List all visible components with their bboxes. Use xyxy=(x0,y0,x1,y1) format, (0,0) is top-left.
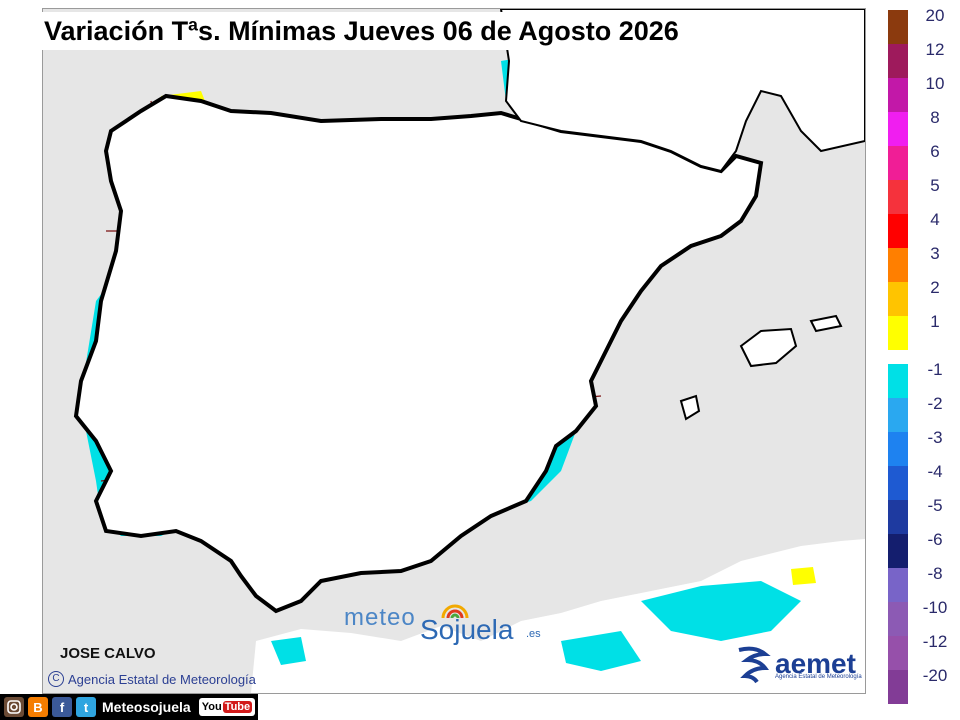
legend-warm-swatch xyxy=(888,248,908,282)
menorca xyxy=(809,314,843,333)
legend-warm-label: 6 xyxy=(930,142,940,161)
aemet-logo: aemet Agencia Estatal de Meteorología xyxy=(735,640,875,688)
blogger-letter: B xyxy=(33,699,43,715)
legend-cold-swatch xyxy=(888,534,908,568)
legend-warm-swatch xyxy=(888,214,908,248)
legend-warm-label: 3 xyxy=(930,244,940,263)
youtube-tube: Tube xyxy=(222,701,253,713)
legend-cold-label: -6 xyxy=(927,530,943,549)
legend-cold-swatch xyxy=(888,398,908,432)
legend-labels: 20 12 10 8 6 5 4 3 2 1 -1 -2 -3 -4 -5 -6 -8 -10 -12 -20 xyxy=(912,0,960,700)
watermark-tld: .es xyxy=(526,628,541,640)
watermark-meteo: meteo xyxy=(344,604,416,631)
facebook-icon[interactable]: f xyxy=(52,697,72,717)
watermark-sojuela: Sojuela xyxy=(420,614,514,645)
legend-cold-label: -5 xyxy=(927,496,943,515)
twitter-letter: t xyxy=(83,699,89,715)
legend-warm-swatch xyxy=(888,316,908,350)
legend-cold-swatch xyxy=(888,466,908,500)
legend-cold-label: -12 xyxy=(922,632,948,651)
legend-warm-swatch xyxy=(888,10,908,44)
aemet-wordmark: aemet xyxy=(775,648,856,679)
iberia-map xyxy=(74,9,865,693)
legend-warm-label: 10 xyxy=(925,74,945,93)
twitter-icon[interactable]: t xyxy=(76,697,96,717)
legend-warm-label: 5 xyxy=(930,176,940,195)
title-box: Variación Tªs. Mínimas Jueves 06 de Agos… xyxy=(38,12,864,50)
aemet-swirl-icon xyxy=(738,646,771,684)
legend-warm-label: 1 xyxy=(930,312,940,331)
legend-cold-label: -2 xyxy=(927,394,943,413)
agency-credit-text: Agencia Estatal de Meteorología xyxy=(68,671,256,687)
instagram-icon[interactable] xyxy=(4,697,24,717)
legend-cold-swatch xyxy=(888,568,908,602)
legend-warm-swatch xyxy=(888,78,908,112)
africa-landmass xyxy=(251,539,865,693)
map-title: Variación Tªs. Mínimas Jueves 06 de Agos… xyxy=(44,15,679,46)
legend-cold-label: -10 xyxy=(922,598,948,617)
youtube-icon[interactable]: You Tube xyxy=(198,698,256,716)
legend-cold-swatch xyxy=(888,670,908,704)
blogger-icon[interactable]: B xyxy=(28,697,48,717)
author-credit: JOSE CALVO xyxy=(60,645,156,662)
ibiza xyxy=(679,394,701,421)
facebook-letter: f xyxy=(59,699,65,715)
color-legend xyxy=(888,10,908,704)
legend-warm-label: 2 xyxy=(930,278,940,297)
agency-credit: C Agencia Estatal de Meteorología xyxy=(48,671,256,687)
legend-warm-swatch xyxy=(888,112,908,146)
legend-warm-label: 12 xyxy=(925,40,945,59)
mallorca xyxy=(739,327,798,368)
legend-warm-swatch xyxy=(888,180,908,214)
legend-cold-label: -20 xyxy=(922,666,948,685)
legend-warm-label: 8 xyxy=(930,108,940,127)
aemet-subtitle: Agencia Estatal de Meteorología xyxy=(775,674,862,680)
legend-cold-label: -8 xyxy=(927,564,943,583)
youtube-you: You xyxy=(201,701,222,713)
legend-warm-swatch xyxy=(888,44,908,78)
legend-cold-label: -3 xyxy=(927,428,943,447)
social-handle[interactable]: Meteosojuela xyxy=(102,699,191,715)
legend-warm-swatch xyxy=(888,146,908,180)
legend-warm-label: 4 xyxy=(930,210,940,229)
legend-cold-label: -4 xyxy=(927,462,943,481)
legend-cold-swatch xyxy=(888,500,908,534)
copyright-icon: C xyxy=(48,671,64,687)
legend-cold-swatch xyxy=(888,432,908,466)
legend-cold-swatch xyxy=(888,602,908,636)
legend-cold-label: -1 xyxy=(927,360,943,379)
meteosojuela-watermark: meteo Sojuela .es xyxy=(344,600,554,648)
sun-logo-icon xyxy=(441,604,469,619)
legend-warm-swatch xyxy=(888,282,908,316)
legend-cold-swatch xyxy=(888,364,908,398)
social-bar: B f t Meteosojuela You Tube xyxy=(0,694,258,720)
legend-warm-label: 20 xyxy=(925,6,945,25)
legend-cold-swatch xyxy=(888,636,908,670)
map-area xyxy=(42,8,866,694)
